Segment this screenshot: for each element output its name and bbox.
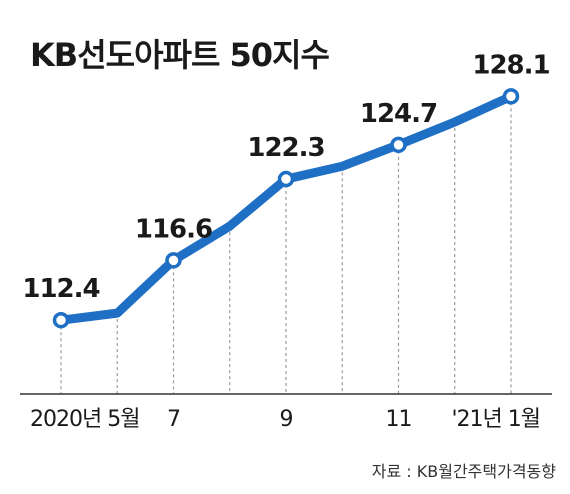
data-label: 116.6 [135,214,212,244]
chart-title: KB선도아파트 50지수 [30,36,330,74]
data-label: 112.4 [22,274,99,304]
x-tick-label: 11 [386,407,412,432]
data-point [52,311,70,329]
data-point [390,136,407,154]
x-tick-label: 7 [167,407,180,432]
data-point [502,88,520,105]
x-tick-label: '21년 1월 [451,407,540,432]
data-label: 122.3 [247,133,324,163]
data-point [277,170,295,188]
data-label: 124.7 [360,99,437,129]
data-label: 128.1 [472,50,549,80]
data-point [165,252,182,269]
x-tick-label: 9 [280,407,293,432]
series-line [56,91,516,325]
x-tick-label: 2020년 5월 [30,407,139,432]
source-note: 자료 : KB월간주택가격동향 [371,462,556,481]
